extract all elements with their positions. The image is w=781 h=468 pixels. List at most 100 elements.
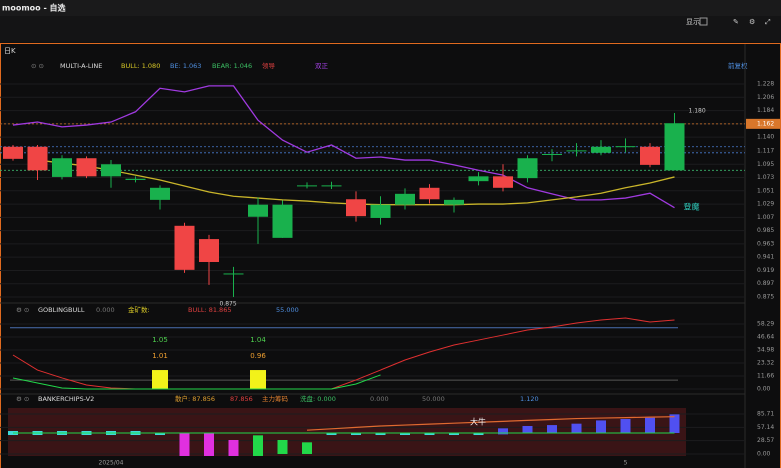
candle-body: [321, 185, 342, 187]
chart-frame: [0, 43, 781, 468]
y-tick-label: 57.14: [757, 424, 774, 431]
x-tick-label: 2025/04: [99, 460, 124, 467]
y-tick-label: 1.140: [757, 134, 774, 141]
signal-label: 登魔: [684, 202, 700, 212]
chip-bar: [204, 433, 214, 456]
indicator-icon[interactable]: ⚙ ⊙: [16, 395, 29, 403]
candle-body: [199, 239, 219, 262]
y-tick-label: 0.875: [757, 293, 774, 300]
legend-item: 50.000: [422, 395, 445, 403]
candle-body: [76, 158, 97, 177]
legend-item: 1.120: [520, 395, 539, 403]
y-tick-label: 0.963: [757, 240, 774, 247]
candle-body: [444, 199, 464, 205]
y-tick-label: 28.57: [757, 437, 774, 444]
candle-body: [615, 146, 636, 148]
chip-bar: [596, 420, 606, 433]
x-tick-label: 5: [624, 460, 628, 467]
bull-line: [12, 317, 675, 390]
chip-bar: [179, 433, 190, 456]
chip-bar: [620, 419, 631, 433]
candle-body: [272, 204, 293, 238]
chip-bar: [424, 433, 435, 436]
legend-item: 领导: [262, 61, 276, 70]
candle-body: [640, 146, 660, 165]
y-tick-label: 58.29: [757, 321, 774, 328]
chip-bar: [277, 439, 288, 454]
legend-item: BEAR: 1.046: [212, 62, 252, 70]
chip-bar: [645, 417, 655, 433]
chip-bar: [351, 433, 361, 436]
legend-item: 双正: [315, 62, 329, 70]
indicator-name[interactable]: GOBLINGBULL: [38, 306, 85, 314]
title-bar: [0, 0, 781, 16]
legend-item: BULL: 1.080: [121, 62, 160, 70]
y-tick-label: 0.897: [757, 280, 774, 287]
y-tick-label: 23.32: [757, 360, 774, 367]
candle-body: [346, 199, 366, 217]
chip-bar: [547, 425, 557, 433]
candle-body: [125, 178, 146, 180]
y-tick-label: 1.095: [757, 161, 774, 168]
legend-item: 主力筹码: [262, 394, 289, 403]
chip-bar: [400, 433, 410, 436]
chip-line: [306, 416, 675, 431]
chip-bar: [522, 426, 533, 433]
display-icon[interactable]: [699, 17, 708, 26]
chip-bar: [253, 435, 263, 456]
candle-body: [493, 176, 513, 188]
bar-label: 1.01: [152, 352, 168, 360]
adjust[interactable]: 前复权: [728, 61, 748, 70]
y-tick-label: 0.919: [757, 267, 774, 274]
edit-icon[interactable]: ✎: [733, 18, 739, 26]
window-title: moomoo - 自选: [2, 3, 66, 13]
legend-item: 金矿数:: [128, 305, 150, 314]
y-tick-label: 1.228: [757, 81, 774, 88]
legend-item: 洗盘: 0.000: [300, 394, 336, 403]
indicator-name[interactable]: MULTI-A-LINE: [60, 62, 102, 70]
candle-body: [150, 187, 170, 200]
expand-icon[interactable]: ⤢: [765, 18, 771, 26]
y-tick-label: 1.117: [757, 147, 774, 154]
bar-label: 1.04: [250, 336, 266, 344]
bear-line: [12, 374, 381, 390]
high-label: 1.180: [689, 107, 706, 114]
low-label: 0.875: [220, 300, 237, 307]
legend-item: BULL: 81.865: [188, 306, 231, 314]
indicator-icon[interactable]: ⊙ ⊙: [31, 62, 44, 70]
period[interactable]: 日K: [4, 47, 16, 55]
candle-body: [395, 193, 415, 205]
toolbar: [0, 16, 781, 42]
candle-body: [27, 146, 48, 171]
price-tag: [746, 118, 780, 129]
candle-body: [248, 204, 268, 217]
y-tick-label: 0.985: [757, 227, 774, 234]
legend-item: 0.000: [96, 306, 115, 314]
chip-bar: [669, 414, 680, 433]
y-tick-label: 0.00: [757, 385, 771, 392]
chip-bar: [449, 433, 459, 436]
candle-body: [3, 146, 23, 159]
legend-item: 0.000: [370, 395, 389, 403]
display-menu[interactable]: 显示: [686, 18, 700, 26]
candle-body: [419, 187, 440, 200]
y-tick-label: 1.206: [757, 94, 774, 101]
y-tick-label: 0.00: [757, 450, 771, 457]
signal-bar: [152, 370, 168, 389]
chip-bar: [498, 428, 508, 435]
chip-bar: [326, 433, 337, 436]
candle-body: [566, 150, 587, 152]
chip-bar: [571, 423, 582, 433]
candle-body: [101, 164, 121, 177]
candle-body: [370, 204, 391, 218]
y-tick-label: 46.64: [757, 334, 774, 341]
indicator-name[interactable]: BANKERCHIPS-V2: [38, 395, 94, 403]
indicator-icon[interactable]: ⚙ ⊙: [16, 306, 29, 314]
y-tick-label: 34.98: [757, 347, 774, 354]
y-tick-label: 0.941: [757, 254, 774, 261]
candle-body: [664, 123, 685, 171]
y-tick-label: 1.073: [757, 174, 774, 181]
settings-icon[interactable]: ⚙: [749, 18, 755, 26]
legend-item: 55.000: [276, 306, 299, 314]
